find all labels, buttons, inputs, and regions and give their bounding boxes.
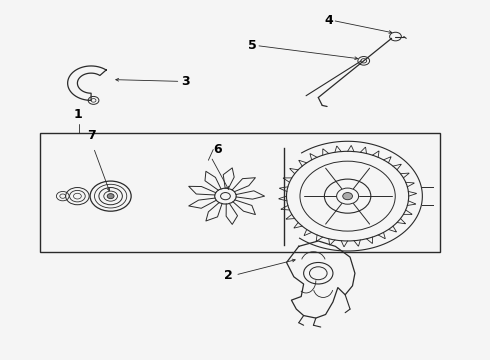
Text: 1: 1 <box>74 108 83 121</box>
Circle shape <box>343 193 352 200</box>
Text: 6: 6 <box>213 143 222 156</box>
Circle shape <box>107 194 114 199</box>
Text: 5: 5 <box>248 39 257 52</box>
Text: 7: 7 <box>87 129 96 142</box>
Text: 3: 3 <box>181 75 190 88</box>
Text: 4: 4 <box>324 14 333 27</box>
Bar <box>40 134 441 252</box>
Text: 2: 2 <box>224 269 233 282</box>
